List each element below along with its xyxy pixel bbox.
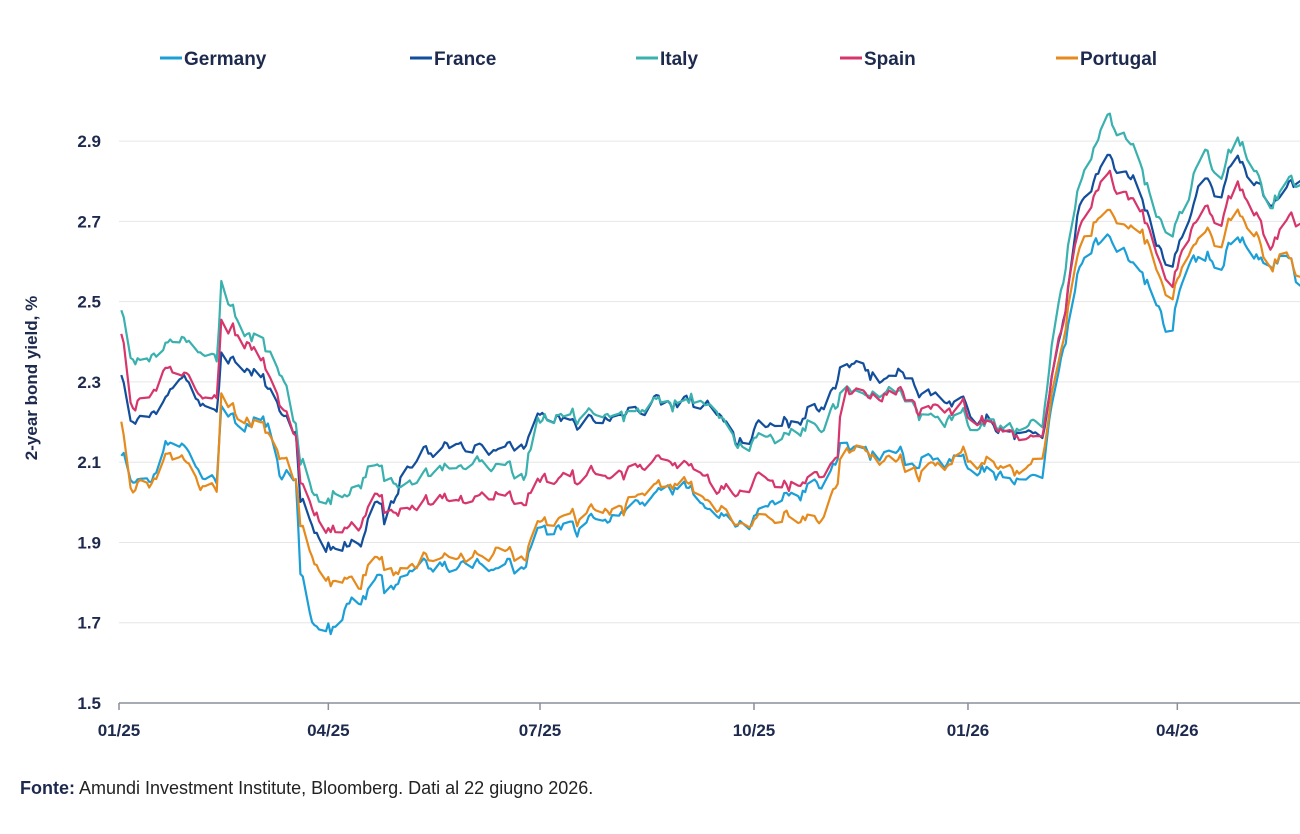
y-axis-title: 2-year bond yield, % — [22, 296, 41, 460]
series-lines — [120, 112, 1300, 636]
y-tick-label: 2.3 — [77, 373, 101, 392]
y-tick-label: 1.5 — [77, 694, 101, 713]
y-tick-label: 2.9 — [77, 132, 101, 151]
legend-label: Germany — [184, 49, 267, 70]
x-tick-label: 10/25 — [733, 721, 776, 740]
gridlines — [119, 140, 1300, 624]
x-tick-label: 01/25 — [98, 721, 141, 740]
legend-item-germany: Germany — [160, 49, 267, 70]
x-tick-label: 04/25 — [307, 721, 350, 740]
x-tick-label: 04/26 — [1156, 721, 1199, 740]
y-axis: 1.5 1.7 1.9 2.1 2.3 2.5 2.7 2.9 — [77, 132, 101, 713]
legend-label: Spain — [864, 49, 916, 70]
legend-item-spain: Spain — [840, 49, 916, 70]
x-tick-label: 07/25 — [519, 721, 562, 740]
source-text: Amundi Investment Institute, Bloomberg. … — [74, 778, 594, 798]
legend-item-portugal: Portugal — [1056, 49, 1157, 70]
legend-label: Portugal — [1080, 49, 1157, 70]
y-tick-label: 1.9 — [77, 533, 101, 552]
series-line-italy — [120, 112, 1300, 506]
legend-item-france: France — [410, 49, 496, 70]
legend-label: France — [434, 49, 496, 70]
source-note: Fonte: Amundi Investment Institute, Bloo… — [20, 778, 593, 799]
series-line-portugal — [120, 208, 1300, 591]
legend-label: Italy — [660, 49, 698, 70]
y-tick-label: 2.1 — [77, 453, 101, 472]
source-label: Fonte: — [20, 778, 75, 798]
legend: Germany France Italy Spain Portugal — [160, 49, 1157, 70]
y-tick-label: 2.7 — [77, 212, 101, 231]
series-line-spain — [120, 169, 1300, 534]
x-axis: 01/25 04/25 07/25 10/25 01/26 04/26 — [98, 702, 1300, 740]
legend-item-italy: Italy — [636, 49, 698, 70]
y-tick-label: 2.5 — [77, 293, 101, 312]
y-tick-label: 1.7 — [77, 614, 101, 633]
x-tick-label: 01/26 — [947, 721, 990, 740]
series-line-france — [120, 153, 1300, 554]
